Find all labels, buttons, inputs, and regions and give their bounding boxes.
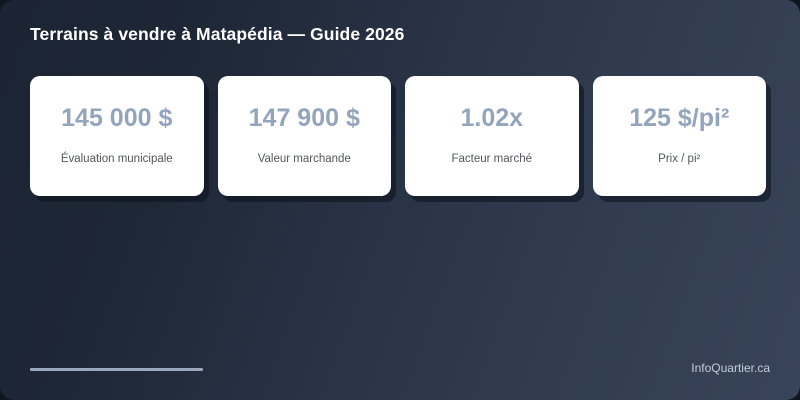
footer-divider <box>30 368 203 371</box>
stat-card-value: 1.02x <box>460 103 524 132</box>
stat-card: 147 900 $ Valeur marchande <box>217 76 391 196</box>
stat-card-label: Évaluation municipale <box>60 153 173 166</box>
stat-card-row: 145 000 $ Évaluation municipale 147 900 … <box>30 76 766 196</box>
footer-brand: InfoQuartier.ca <box>691 361 770 375</box>
stat-card-label: Valeur marchande <box>257 153 351 166</box>
stat-card-value: 145 000 $ <box>61 103 173 132</box>
stat-card-value: 125 $/pi² <box>629 103 730 132</box>
stat-card: 145 000 $ Évaluation municipale <box>30 76 204 196</box>
stat-card: 125 $/pi² Prix / pi² <box>592 76 766 196</box>
stat-card-label: Facteur marché <box>451 153 533 166</box>
page-title: Terrains à vendre à Matapédia — Guide 20… <box>30 24 405 44</box>
stat-card-label: Prix / pi² <box>658 153 701 166</box>
stat-card: 1.02x Facteur marché <box>405 76 579 196</box>
stat-card-value: 147 900 $ <box>248 103 360 132</box>
